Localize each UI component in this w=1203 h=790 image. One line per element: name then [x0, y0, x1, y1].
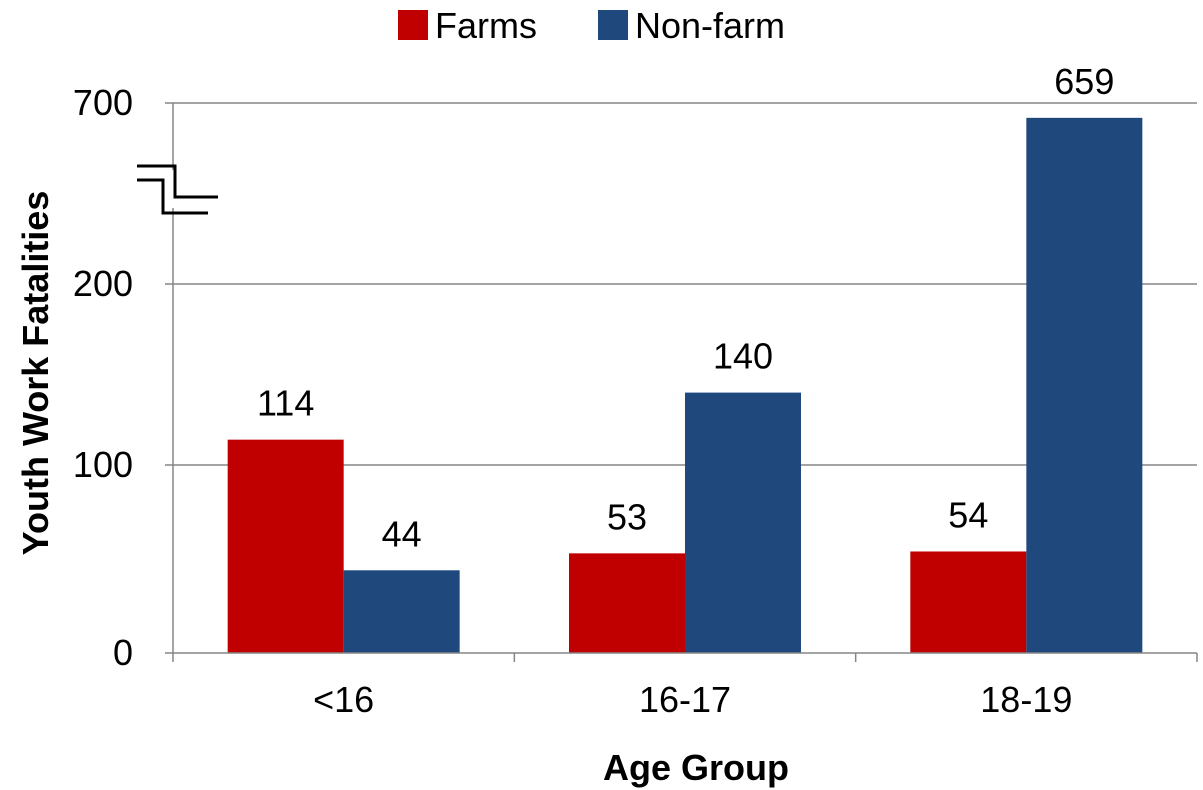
axis-break-line [137, 164, 218, 199]
tick-labels: 0 100 200 700 <16 16-17 18-19 [73, 82, 1072, 720]
y-tick-label: 700 [73, 82, 133, 123]
bar-farms [910, 551, 1027, 653]
legend: Farms Non-farm [398, 5, 785, 46]
data-label: 140 [713, 336, 773, 377]
x-tick-label: 18-19 [980, 679, 1072, 720]
x-tick-label: 16-17 [639, 679, 731, 720]
bar-farms [569, 553, 685, 653]
legend-label: Non-farm [635, 5, 785, 46]
data-label: 659 [1054, 61, 1114, 102]
legend-label: Farms [435, 5, 537, 46]
x-axis-title: Age Group [603, 747, 789, 788]
x-tick-label: <16 [313, 679, 374, 720]
bar-non-farm [343, 570, 460, 653]
legend-swatch-non-farm [598, 10, 628, 40]
y-tick-label: 0 [113, 632, 133, 673]
data-labels: 114 44 53 140 54 659 [257, 61, 1114, 554]
data-label: 44 [382, 513, 422, 554]
axis-break-line [137, 178, 208, 215]
data-label: 53 [607, 496, 647, 537]
bars [227, 117, 1143, 654]
bar-non-farm [685, 392, 801, 653]
y-tick-label: 200 [73, 263, 133, 304]
data-label: 114 [257, 383, 314, 424]
y-tick-label: 100 [73, 444, 133, 485]
axis-break-icon [137, 164, 218, 215]
legend-swatch-farms [398, 10, 428, 40]
axis-break-mask [150, 170, 190, 208]
y-axis-title: Youth Work Fatalities [15, 191, 56, 556]
bar-non-farm [1026, 117, 1143, 654]
data-label: 54 [948, 494, 988, 535]
bar-farms [227, 439, 344, 653]
